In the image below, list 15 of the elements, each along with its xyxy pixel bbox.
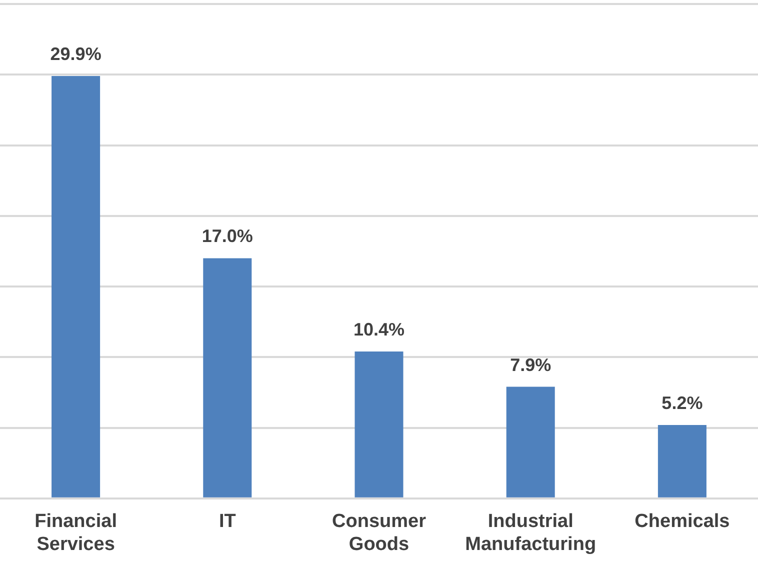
data-label: 17.0% [202, 226, 253, 246]
x-tick-label: Consumer Goods [332, 511, 427, 555]
data-label: 10.4% [353, 319, 405, 340]
bar [52, 76, 100, 498]
data-label: 7.9% [510, 354, 552, 375]
bar [658, 424, 706, 498]
bar [203, 258, 252, 498]
x-tick-label: IT [218, 511, 236, 532]
x-tick-label: Industrial Manufacturing [465, 511, 596, 555]
data-label: 29.9% [50, 44, 102, 64]
x-tick-label: Financial Services [34, 511, 117, 555]
data-label: 5.2% [662, 392, 703, 413]
bar [506, 386, 555, 498]
bar [354, 351, 404, 498]
x-tick-label: Chemicals [634, 511, 730, 532]
